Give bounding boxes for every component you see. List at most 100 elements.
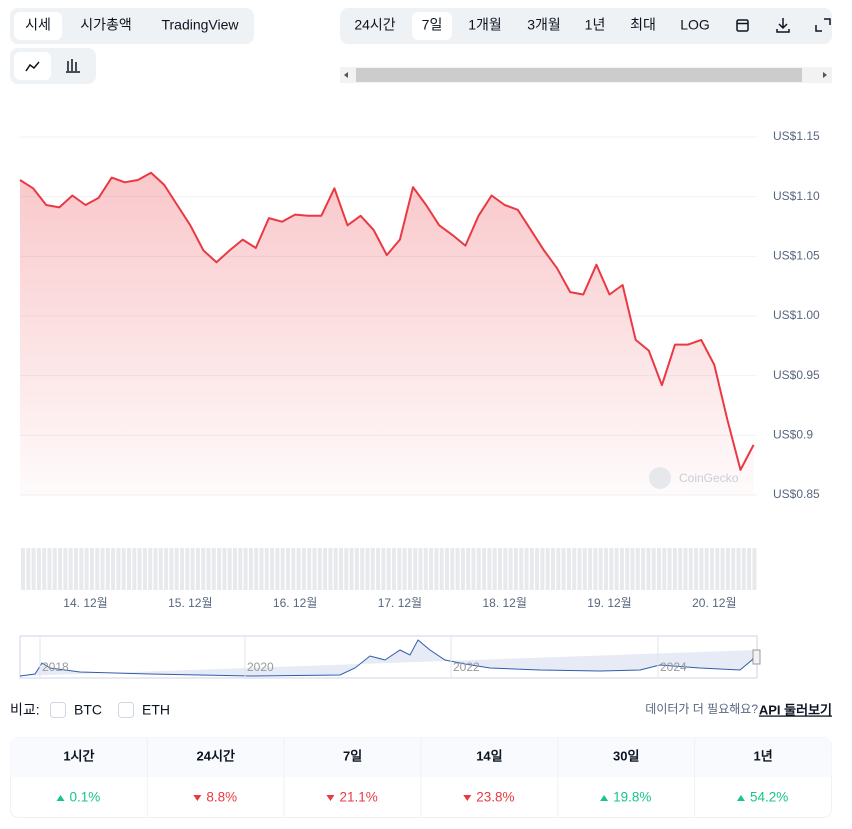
y-tick-label: US$1.00: [773, 308, 820, 322]
volume-bar: [174, 548, 179, 590]
volume-bar: [100, 548, 105, 590]
volume-bar: [365, 548, 370, 590]
volume-bar: [455, 548, 460, 590]
volume-bar: [132, 548, 137, 590]
volume-bar: [476, 548, 481, 590]
volume-bar: [651, 548, 656, 590]
scroll-left[interactable]: [344, 72, 348, 78]
x-tick-label: 18. 12월: [482, 596, 526, 610]
volume-bar: [498, 548, 502, 590]
volume-bar: [731, 548, 736, 590]
price-area: [20, 172, 754, 496]
volume-bar: [169, 548, 174, 590]
y-tick-label: US$0.9: [773, 428, 813, 442]
fullscreen-button[interactable]: [815, 18, 831, 32]
volume-bar: [492, 548, 497, 590]
volume-bar: [211, 548, 216, 590]
volume-bar: [641, 548, 646, 590]
volume-bar: [662, 548, 667, 590]
tab[interactable]: TradingView: [161, 17, 239, 33]
volume-bar: [513, 548, 518, 590]
checkbox[interactable]: [50, 702, 66, 718]
y-tick-label: US$1.05: [773, 249, 820, 263]
volume-bar: [386, 548, 391, 590]
period-header: 14일: [476, 748, 502, 763]
volume-bar: [264, 548, 269, 590]
range-button[interactable]: 3개월: [527, 17, 561, 33]
range-button[interactable]: 7일: [422, 17, 443, 33]
volume-bar: [747, 548, 752, 590]
volume-bar: [715, 548, 720, 590]
volume-bar: [429, 548, 434, 590]
change-value: 54.2%: [750, 790, 788, 805]
scroll-right[interactable]: [823, 72, 827, 78]
volume-bar: [572, 548, 577, 590]
volume-bar: [540, 548, 545, 590]
volume-bar: [296, 548, 301, 590]
compare-option: ETH: [142, 702, 170, 718]
x-tick-label: 15. 12월: [168, 596, 212, 610]
volume-bar: [397, 548, 402, 590]
navigator-label: 2022: [453, 660, 480, 674]
volume-bar: [704, 548, 709, 590]
range-button[interactable]: 24시간: [354, 17, 395, 33]
calendar-button[interactable]: [736, 19, 749, 32]
volume-bar: [519, 548, 524, 590]
volume-bar: [121, 548, 126, 590]
compare-label: 비교:: [10, 702, 40, 718]
range-button[interactable]: 1개월: [468, 17, 502, 33]
volume-bar: [26, 548, 31, 590]
volume-bar: [688, 548, 693, 590]
volume-bar: [524, 548, 529, 590]
tab[interactable]: 시세: [25, 17, 51, 33]
volume-bar: [185, 548, 190, 590]
volume-bar: [58, 548, 63, 590]
trend-arrow: [736, 795, 745, 801]
scrollbar-thumb[interactable]: [356, 68, 802, 82]
price-line: [19, 171, 755, 471]
volume-bar: [190, 548, 195, 590]
volume-bar: [344, 548, 349, 590]
volume-bar: [142, 548, 147, 590]
volume-bar: [508, 548, 513, 590]
volume-bar: [376, 548, 381, 590]
volume-bar: [672, 548, 677, 590]
range-button[interactable]: 1년: [585, 17, 606, 33]
trend-arrow: [193, 795, 202, 801]
tab[interactable]: 시가총액: [80, 17, 132, 33]
volume-bar: [339, 548, 343, 590]
volume-bar: [392, 548, 396, 590]
volume-bar: [63, 548, 68, 590]
volume-bar: [710, 548, 714, 590]
volume-bar: [593, 548, 598, 590]
volume-bar: [275, 548, 280, 590]
volume-bar: [556, 548, 561, 590]
volume-bar: [529, 548, 534, 590]
navigator-handle[interactable]: [752, 649, 761, 665]
volume-bar: [291, 548, 296, 590]
period-header: 7일: [343, 748, 362, 763]
y-tick-label: US$0.85: [773, 487, 820, 501]
volume-bar: [360, 548, 365, 590]
range-button[interactable]: LOG: [680, 17, 710, 33]
volume-bar: [694, 548, 699, 590]
volume-bar: [21, 548, 25, 590]
volume-bar: [222, 548, 227, 590]
volume-bar: [79, 548, 84, 590]
volume-bar: [657, 548, 661, 590]
change-value: 0.1%: [70, 790, 101, 805]
checkbox[interactable]: [118, 702, 134, 718]
api-link[interactable]: API 둘러보기: [759, 702, 832, 717]
x-tick-label: 14. 12월: [63, 596, 107, 610]
change-value: 19.8%: [613, 790, 651, 805]
range-button[interactable]: 최대: [630, 17, 656, 33]
watermark-text: CoinGecko: [679, 471, 739, 485]
volume-bar: [317, 548, 322, 590]
volume-bar: [323, 548, 328, 590]
volume-bar: [503, 548, 508, 590]
active-range-bg: [412, 12, 452, 40]
candle-view-button[interactable]: [66, 59, 80, 73]
volume-bar: [333, 548, 338, 590]
download-button[interactable]: [776, 18, 790, 33]
